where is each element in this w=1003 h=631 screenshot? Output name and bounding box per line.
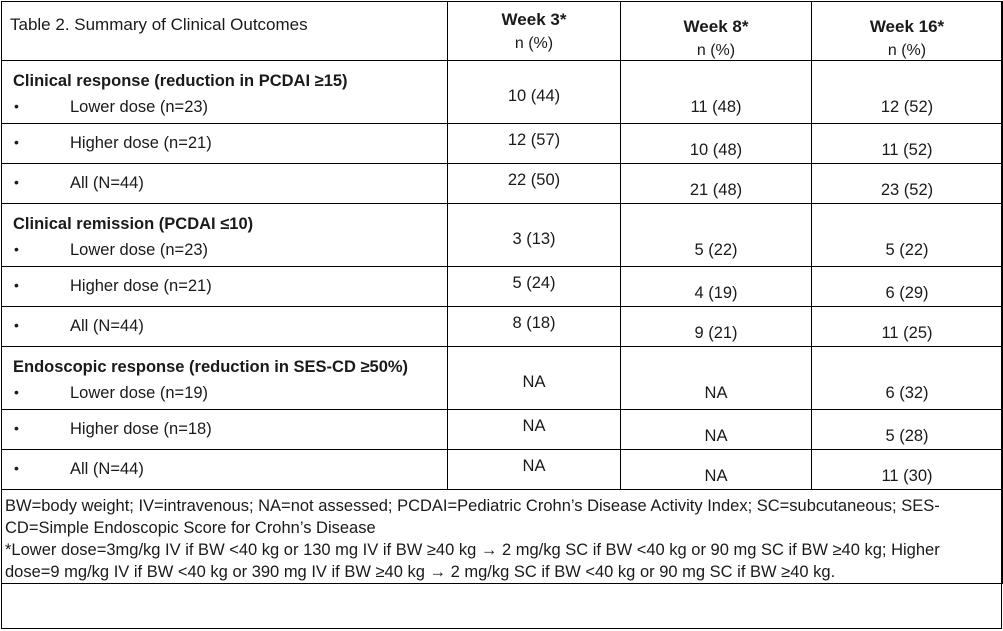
value-cell: NA [447, 409, 621, 450]
row-label-cell: Clinical response (reduction in PCDAI ≥1… [1, 60, 448, 124]
value-cell: 3 (13) [447, 203, 621, 267]
table-row: • All (N=44) NA NA 11 (30) [1, 449, 1003, 490]
row-label-cell: • All (N=44) [1, 163, 448, 204]
row-label-cell: • All (N=44) [1, 449, 448, 490]
value-cell: 5 (24) [447, 266, 621, 307]
value-cell: 4 (19) [620, 266, 812, 307]
bullet-icon: • [14, 134, 19, 150]
row-label: All (N=44) [70, 174, 144, 192]
value-cell: NA [447, 346, 621, 410]
value-cell: 23 (52) [811, 163, 1003, 204]
footnotes: BW=body weight; IV=intravenous; NA=not a… [1, 489, 1003, 584]
row-label: All (N=44) [70, 317, 144, 335]
row-label-cell: Clinical remission (PCDAI ≤10) • Lower d… [1, 203, 448, 267]
row-label: Higher dose (n=18) [70, 420, 212, 438]
value-cell: NA [620, 449, 812, 490]
footnote-row: BW=body weight; IV=intravenous; NA=not a… [1, 489, 1003, 584]
value-cell: 11 (30) [811, 449, 1003, 490]
section-heading: Clinical response (reduction in PCDAI ≥1… [13, 72, 348, 90]
bullet-icon: • [14, 98, 19, 114]
row-label: Higher dose (n=21) [70, 277, 212, 295]
unit-label: n (%) [514, 35, 554, 52]
value-cell: 12 (52) [811, 60, 1003, 124]
table-title: Table 2. Summary of Clinical Outcomes [1, 1, 448, 61]
table-row: Clinical remission (PCDAI ≤10) • Lower d… [1, 203, 1003, 267]
unit-label: n (%) [887, 42, 927, 59]
value-cell: 9 (21) [620, 306, 812, 347]
week-label: Week 3* [501, 10, 567, 29]
row-label-cell: Endoscopic response (reduction in SES-CD… [1, 346, 448, 410]
bullet-icon: • [14, 460, 19, 476]
table-row: • Higher dose (n=18) NA NA 5 (28) [1, 409, 1003, 450]
dosing-note: *Lower dose=3mg/kg IV if BW <40 kg or 13… [5, 541, 940, 581]
header-row: Table 2. Summary of Clinical Outcomes We… [1, 1, 1003, 61]
bullet-icon: • [14, 384, 19, 400]
week-label: Week 16* [869, 17, 945, 36]
section-heading: Clinical remission (PCDAI ≤10) [13, 215, 254, 233]
outcomes-table: Table 2. Summary of Clinical Outcomes We… [1, 1, 1003, 584]
week-label: Week 8* [683, 17, 749, 36]
row-label-cell: • Higher dose (n=21) [1, 266, 448, 307]
value-cell: 11 (25) [811, 306, 1003, 347]
row-label: All (N=44) [70, 460, 144, 478]
value-cell: 11 (48) [620, 60, 812, 124]
value-cell: 5 (28) [811, 409, 1003, 450]
table-row: • All (N=44) 22 (50) 21 (48) 23 (52) [1, 163, 1003, 204]
value-cell: 8 (18) [447, 306, 621, 347]
row-label: Lower dose (n=23) [70, 98, 209, 116]
column-header-week-3: Week 3* n (%) [447, 1, 621, 61]
row-label-cell: • Higher dose (n=21) [1, 123, 448, 164]
row-label-cell: • All (N=44) [1, 306, 448, 347]
value-cell: 5 (22) [620, 203, 812, 267]
value-cell: 21 (48) [620, 163, 812, 204]
row-label: Lower dose (n=19) [70, 384, 209, 402]
row-label: Higher dose (n=21) [70, 134, 212, 152]
section-heading: Endoscopic response (reduction in SES-CD… [13, 358, 409, 376]
table-row: • Higher dose (n=21) 5 (24) 4 (19) 6 (29… [1, 266, 1003, 307]
table-row: • All (N=44) 8 (18) 9 (21) 11 (25) [1, 306, 1003, 347]
value-cell: 10 (44) [447, 60, 621, 124]
table-row: • Higher dose (n=21) 12 (57) 10 (48) 11 … [1, 123, 1003, 164]
value-cell: NA [620, 409, 812, 450]
value-cell: 6 (29) [811, 266, 1003, 307]
column-header-week-16: Week 16* n (%) [811, 1, 1003, 61]
abbreviations-note: BW=body weight; IV=intravenous; NA=not a… [5, 497, 940, 537]
bullet-icon: • [14, 317, 19, 333]
unit-label: n (%) [696, 42, 736, 59]
value-cell: 10 (48) [620, 123, 812, 164]
value-cell: 5 (22) [811, 203, 1003, 267]
value-cell: NA [447, 449, 621, 490]
value-cell: 11 (52) [811, 123, 1003, 164]
column-header-week-8: Week 8* n (%) [620, 1, 812, 61]
bullet-icon: • [14, 174, 19, 190]
table-row: Clinical response (reduction in PCDAI ≥1… [1, 60, 1003, 124]
value-cell: NA [620, 346, 812, 410]
row-label-cell: • Higher dose (n=18) [1, 409, 448, 450]
table-row: Endoscopic response (reduction in SES-CD… [1, 346, 1003, 410]
value-cell: 12 (57) [447, 123, 621, 164]
value-cell: 6 (32) [811, 346, 1003, 410]
value-cell: 22 (50) [447, 163, 621, 204]
bullet-icon: • [14, 420, 19, 436]
row-label: Lower dose (n=23) [70, 241, 209, 259]
bullet-icon: • [14, 277, 19, 293]
bullet-icon: • [14, 241, 19, 257]
